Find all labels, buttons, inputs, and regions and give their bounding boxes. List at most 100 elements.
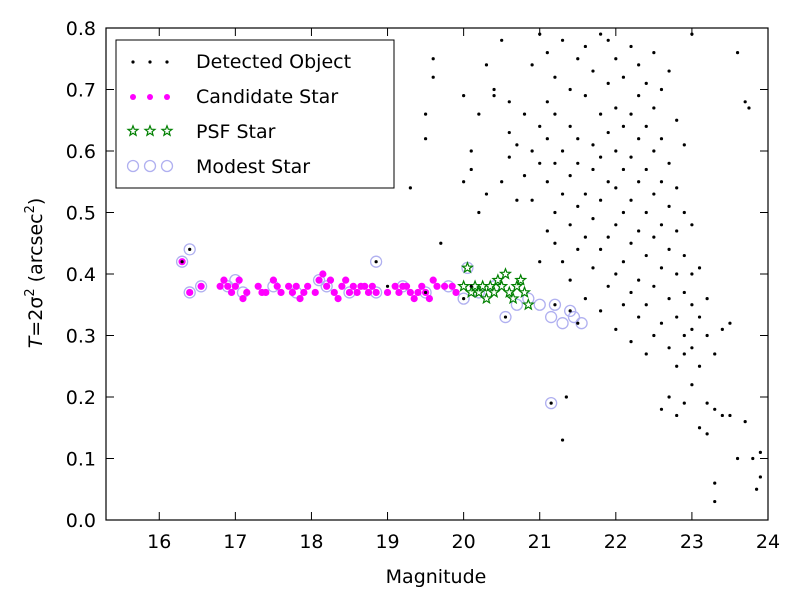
legend: Detected Object Candidate Star PSF Star … [115,39,395,189]
detected-object-marker [553,112,557,116]
detected-object-marker [614,186,618,190]
detected-object-marker [545,100,549,104]
detected-object-marker [591,69,595,73]
detected-object-marker [637,63,641,67]
psf-star-marker [472,285,486,299]
detected-object-marker [560,149,565,153]
detected-object-marker [735,456,740,461]
detected-object-marker [522,112,527,116]
detected-object-marker [576,321,580,325]
detected-object-marker [675,229,679,233]
x-tick-label: 23 [680,531,704,553]
detected-object-marker [682,290,686,295]
legend-label-detected: Detected Object [196,51,351,73]
detected-object-marker [629,112,633,116]
legend-detected-marker [148,60,152,64]
detected-object-marker [583,297,587,301]
detected-object-marker [659,180,664,184]
detected-object-marker [743,420,747,424]
detected-object-marker [385,284,390,288]
detected-object-marker [477,210,481,215]
y-tick-label: 0.8 [66,18,96,40]
detected-object-marker [431,57,435,61]
detected-object-marker [667,395,671,399]
candidate-star-marker [353,288,361,297]
y-axis-title-sup: 2 [23,288,38,296]
candidate-star-marker [224,282,232,290]
detected-object-marker [549,401,553,405]
detected-object-marker [606,130,610,135]
legend-modest-marker [143,159,157,173]
detected-object-marker [583,235,587,239]
legend-psf-marker [143,124,157,137]
candidate-star-marker [227,288,236,297]
x-tick-label: 18 [299,531,323,553]
detected-object-marker [515,143,519,147]
detected-object-marker [492,94,496,98]
detected-object-marker [728,321,732,325]
detected-object-marker [697,266,702,270]
candidate-star-marker [319,270,327,278]
legend-label-psf: PSF Star [196,121,276,143]
psf-star-marker [479,291,494,305]
detected-object-marker [697,426,702,430]
modest-star-marker [564,304,577,318]
y-axis-title: T=2σ2(arcsec2) [23,198,47,349]
detected-object-marker [545,229,549,233]
detected-object-marker [652,284,656,288]
detected-object-marker [705,297,709,301]
modest-star-marker [194,280,208,293]
detected-object-marker [606,81,610,85]
detected-object-marker [713,481,717,485]
detected-object-marker [591,143,595,147]
detected-object-marker [758,450,762,454]
detected-object-marker [545,180,549,184]
detected-object-marker [758,475,762,479]
detected-object-marker [507,130,511,135]
detected-object-marker [697,364,702,368]
y-tick-label: 0.2 [66,387,96,409]
psf-star-marker [483,279,497,292]
detected-object-marker [583,94,587,98]
candidate-star-marker [414,288,422,297]
detected-object-marker [637,94,641,98]
detected-object-marker [659,266,664,270]
psf-star-marker [457,279,471,292]
candidate-star-marker [288,288,297,297]
detected-object-marker [583,44,587,49]
detected-object-marker [568,174,572,178]
candidate-star-marker [216,282,224,290]
detected-object-marker [682,401,686,405]
candidate-star-marker [349,282,357,290]
detected-object-marker [469,167,473,172]
candidate-star-marker [235,276,243,284]
detected-object-marker [560,438,565,442]
detected-object-marker [705,401,709,405]
detected-object-marker [431,75,435,79]
candidate-star-marker [269,276,278,284]
detected-object-marker [469,149,473,153]
detected-object-marker [637,315,641,319]
detected-object-marker [751,456,755,461]
y-axis-title-symbol: T [25,335,47,348]
candidate-star-marker [391,282,399,290]
legend-candidate-marker [130,94,136,100]
candidate-star-marker [402,282,411,290]
detected-object-marker [568,87,572,92]
y-tick-label: 0.0 [66,510,96,532]
candidate-star-marker [418,282,426,290]
detected-object-marker [644,210,648,215]
candidate-star-marker [231,282,239,290]
detected-object-marker [690,346,694,350]
detected-object-marker [659,223,664,227]
detected-object-marker [728,413,732,418]
detected-object-marker [576,137,580,141]
detected-object-marker [652,235,656,239]
detected-object-marker [621,167,626,172]
detected-object-marker [598,32,603,36]
detected-object-marker [629,155,633,159]
candidate-star-marker [296,294,304,303]
candidate-star-marker [334,294,342,303]
candidate-star-marker [330,288,338,297]
detected-object-marker [560,192,565,196]
